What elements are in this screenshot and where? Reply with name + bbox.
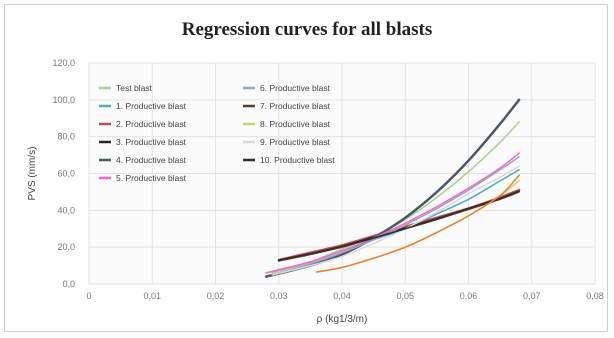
- x-tick-label: 0,02: [207, 291, 225, 301]
- y-tick-label: 60,0: [57, 169, 75, 179]
- x-tick-label: 0,07: [523, 291, 541, 301]
- x-tick-label: 0: [86, 291, 91, 301]
- y-tick-label: 0,0: [62, 279, 75, 289]
- legend-label: 3. Productive blast: [116, 137, 187, 147]
- legend-label: 1. Productive blast: [116, 101, 187, 111]
- chart-title: Regression curves for all blasts: [181, 19, 433, 40]
- y-tick-label: 20,0: [57, 242, 75, 252]
- legend-label: 5. Productive blast: [116, 173, 187, 183]
- legend-label: 8. Productive blast: [260, 119, 331, 129]
- legend-label: 2. Productive blast: [116, 119, 187, 129]
- x-tick-label: 0,03: [270, 291, 288, 301]
- y-axis-label: PVS (mm/s): [27, 147, 38, 201]
- legend-label: 10. Productive blast: [260, 155, 335, 165]
- y-tick-label: 80,0: [57, 132, 75, 142]
- series-line: [265, 152, 520, 274]
- series-line: [271, 156, 520, 276]
- legend-label: 4. Productive blast: [116, 155, 187, 165]
- y-tick-label: 40,0: [57, 205, 75, 215]
- y-tick-label: 120,0: [52, 58, 75, 68]
- x-tick-label: 0,08: [586, 291, 604, 301]
- x-tick-label: 0,01: [143, 291, 161, 301]
- x-tick-label: 0,05: [396, 291, 414, 301]
- series-line: [315, 174, 520, 273]
- y-tick-label: 100,0: [52, 95, 75, 105]
- x-axis-label: ρ (kg1/3/m): [317, 314, 368, 325]
- x-tick-label: 0,04: [333, 291, 351, 301]
- chart-frame: Regression curves for all blasts 0 0,01 0,…: [4, 4, 608, 332]
- chart-svg: 0 0,01 0,02 0,03 0,04 0,05 0,06 0,07 0,080,020,0…: [27, 58, 604, 325]
- legend-label: Test blast: [116, 83, 153, 93]
- legend-label: 7. Productive blast: [260, 101, 331, 111]
- legend-label: 9. Productive blast: [260, 137, 331, 147]
- x-tick-label: 0,06: [460, 291, 478, 301]
- legend-label: 6. Productive blast: [260, 83, 331, 93]
